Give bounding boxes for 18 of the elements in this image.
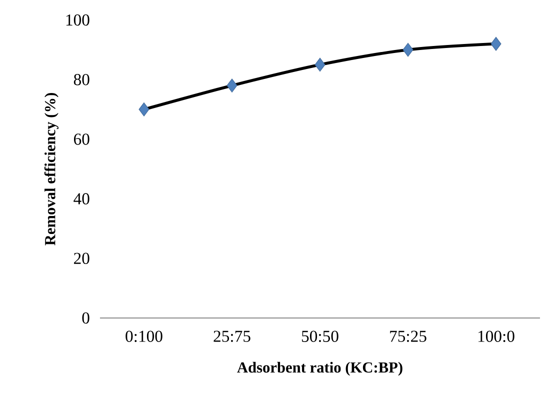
x-tick-label: 50:50 (302, 330, 338, 342)
y-tick-label: 0 (82, 312, 90, 324)
x-tick-label: 25:75 (214, 330, 250, 342)
x-tick-label: 0:100 (126, 330, 162, 342)
point (314, 58, 326, 72)
y-tick-label: 100 (66, 14, 90, 26)
y-tick-label: 80 (74, 74, 90, 86)
point (490, 36, 502, 51)
x-tick-label: 100:0 (478, 330, 514, 342)
x-axis-title: Adsorbent ratio (KC:BP) (237, 362, 402, 376)
point (138, 102, 150, 116)
point (226, 78, 238, 92)
y-tick-label: 60 (74, 134, 90, 145)
point (402, 42, 414, 57)
y-tick-label: 40 (74, 193, 90, 204)
y-tick-label: 20 (74, 252, 90, 264)
x-tick-label: 75:25 (390, 330, 426, 342)
y-axis-title: Removal efficiency (%) (44, 93, 58, 246)
